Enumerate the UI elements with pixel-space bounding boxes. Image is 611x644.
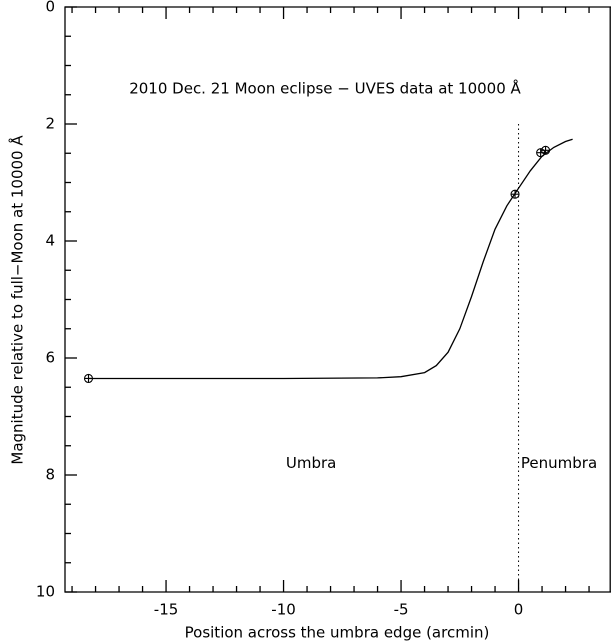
data-point	[541, 145, 551, 155]
y-tick-label: 0	[45, 0, 55, 16]
data-point	[510, 189, 520, 199]
y-tick-label: 8	[45, 466, 55, 484]
x-tick-label: -10	[271, 601, 296, 619]
y-axis-label: Magnitude relative to full−Moon at 10000…	[8, 135, 27, 465]
x-axis-label: Position across the umbra edge (arcmin)	[185, 624, 490, 642]
x-tick-label: 0	[514, 601, 524, 619]
annotation: Umbra	[286, 454, 336, 472]
chart-title: 2010 Dec. 21 Moon eclipse − UVES data at…	[129, 79, 521, 98]
data-point	[536, 148, 546, 158]
data-point	[83, 373, 94, 384]
y-tick-label: 4	[45, 232, 55, 250]
model-curve	[88, 138, 573, 380]
y-tick-label: 6	[45, 349, 55, 367]
annotation: Penumbra	[521, 454, 597, 472]
x-tick-label: -5	[394, 601, 409, 619]
y-tick-label: 2	[45, 115, 55, 133]
y-tick-label: 10	[36, 583, 55, 601]
x-tick-label: -15	[154, 601, 179, 619]
